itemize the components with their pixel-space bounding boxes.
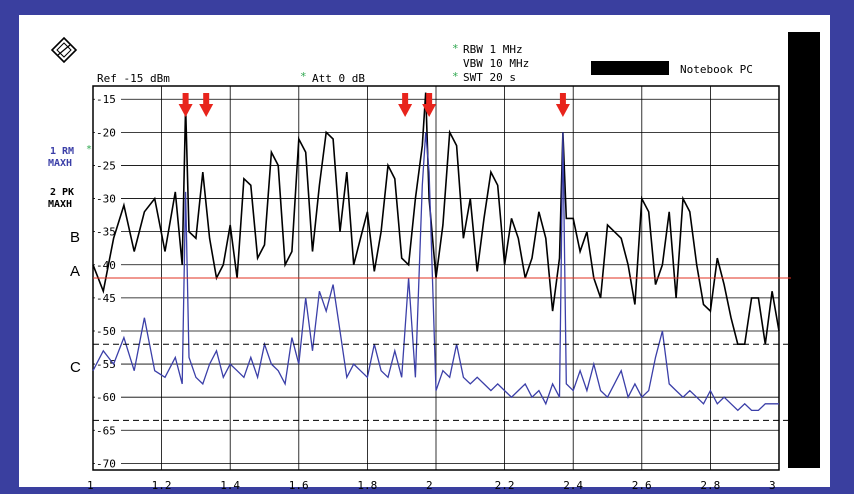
ref-label: Ref -15 dBm bbox=[97, 72, 170, 85]
x-tick-label: 1.8 bbox=[357, 479, 377, 492]
y-tick-label-bg bbox=[95, 290, 121, 303]
x-tick-label: 2.2 bbox=[495, 479, 515, 492]
x-tick-label: 2 bbox=[426, 479, 433, 492]
marker-arrow-icon bbox=[199, 93, 214, 117]
y-tick-label: -15 bbox=[96, 93, 116, 106]
y-tick-label-bg bbox=[95, 125, 121, 138]
y-tick-label-bg bbox=[95, 191, 121, 204]
trace1-star-icon: * bbox=[86, 144, 92, 155]
y-tick-label-bg bbox=[95, 323, 121, 336]
trace-rms-maxh bbox=[92, 132, 779, 412]
y-tick-label-bg bbox=[95, 390, 121, 403]
y-tick-label: -45 bbox=[96, 292, 116, 305]
y-tick-label: -50 bbox=[96, 325, 116, 338]
marker-arrow-icon bbox=[178, 93, 193, 117]
device-label: Notebook PC bbox=[680, 63, 753, 76]
y-tick-label: -30 bbox=[96, 193, 116, 206]
right-black-bar bbox=[788, 32, 820, 468]
x-tick-label: 1.4 bbox=[220, 479, 240, 492]
vbw-label: VBW 10 MHz bbox=[463, 57, 529, 70]
y-tick-label: -25 bbox=[96, 159, 116, 172]
att-star-icon: * bbox=[300, 70, 307, 83]
rbw-label: RBW 1 MHz bbox=[463, 43, 523, 56]
x-tick-label: 1.2 bbox=[152, 479, 172, 492]
marker-arrow-icon bbox=[398, 93, 413, 117]
trace2-label-line2: MAXH bbox=[48, 199, 72, 210]
y-tick-label: -40 bbox=[96, 259, 116, 272]
trace1-label-line1: 1 RM bbox=[50, 146, 74, 157]
marker-arrow-icon bbox=[555, 93, 570, 117]
x-tick-label: 1 bbox=[87, 479, 94, 492]
x-tick-label: 2.4 bbox=[563, 479, 583, 492]
y-tick-label: -35 bbox=[96, 226, 116, 239]
y-tick-label: -65 bbox=[96, 424, 116, 437]
x-tick-label: 1.6 bbox=[289, 479, 309, 492]
rbw-star-icon: * bbox=[452, 42, 459, 55]
ref-line-label-c: C bbox=[70, 359, 81, 376]
y-tick-label: -20 bbox=[96, 126, 116, 139]
ref-line-label-b: B bbox=[70, 229, 80, 246]
y-tick-label-bg bbox=[95, 423, 121, 436]
x-tick-label: 2.8 bbox=[700, 479, 720, 492]
y-tick-label-bg bbox=[95, 158, 121, 171]
x-tick-label: 2.6 bbox=[632, 479, 652, 492]
rs-logo-icon bbox=[50, 36, 78, 64]
y-tick-label: -70 bbox=[96, 457, 116, 470]
y-tick-label-bg bbox=[95, 456, 121, 469]
swt-label: SWT 20 s bbox=[463, 71, 516, 84]
black-label-box bbox=[591, 61, 669, 75]
x-tick-label: 3 bbox=[769, 479, 776, 492]
plot-area: 1 1.2 1.4 1.6 1.8 2 2.2 2.4 2.6 2.8 3 -15 -20 -25 -30 -… bbox=[87, 85, 791, 492]
ref-line-label-a: A bbox=[70, 263, 80, 280]
att-label: Att 0 dB bbox=[312, 72, 365, 85]
y-tick-label-bg bbox=[95, 92, 121, 105]
trace-peak-maxh bbox=[92, 92, 780, 346]
trace2-label-line1: 2 PK bbox=[50, 187, 74, 198]
trace1-label-line2: MAXH bbox=[48, 158, 72, 169]
marker-arrow-icon bbox=[422, 93, 437, 117]
swt-star-icon: * bbox=[452, 70, 459, 83]
y-tick-label: -60 bbox=[96, 391, 116, 404]
